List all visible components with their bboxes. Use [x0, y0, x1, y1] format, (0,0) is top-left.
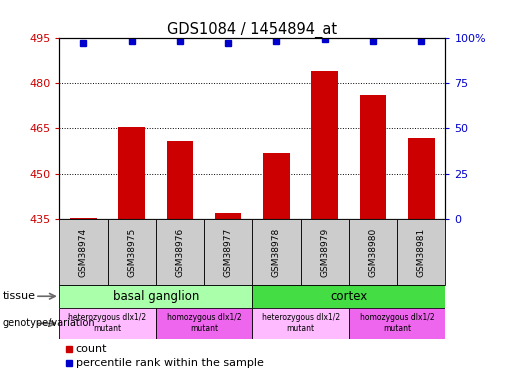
- Text: GSM38980: GSM38980: [369, 228, 377, 277]
- Bar: [397, 219, 445, 285]
- Text: tissue: tissue: [3, 291, 36, 301]
- Bar: [360, 95, 386, 219]
- Bar: [167, 141, 193, 219]
- Bar: [156, 219, 204, 285]
- Title: GDS1084 / 1454894_at: GDS1084 / 1454894_at: [167, 21, 337, 38]
- Bar: [59, 308, 156, 339]
- Text: GSM38978: GSM38978: [272, 228, 281, 277]
- Bar: [408, 138, 435, 219]
- Text: heterozygous dlx1/2
mutant: heterozygous dlx1/2 mutant: [262, 314, 340, 333]
- Bar: [215, 213, 242, 219]
- Text: GSM38974: GSM38974: [79, 228, 88, 277]
- Text: GSM38979: GSM38979: [320, 228, 329, 277]
- Text: GSM38981: GSM38981: [417, 228, 426, 277]
- Text: GSM38976: GSM38976: [176, 228, 184, 277]
- Text: basal ganglion: basal ganglion: [113, 290, 199, 303]
- Bar: [349, 308, 445, 339]
- Text: GSM38975: GSM38975: [127, 228, 136, 277]
- Bar: [118, 127, 145, 219]
- Text: heterozygous dlx1/2
mutant: heterozygous dlx1/2 mutant: [68, 314, 147, 333]
- Bar: [252, 285, 445, 308]
- Bar: [59, 285, 252, 308]
- Bar: [263, 153, 290, 219]
- Bar: [59, 219, 108, 285]
- Bar: [108, 219, 156, 285]
- Bar: [301, 219, 349, 285]
- Text: GSM38977: GSM38977: [224, 228, 233, 277]
- Text: genotype/variation: genotype/variation: [3, 318, 95, 328]
- Text: count: count: [76, 344, 107, 354]
- Text: homozygous dlx1/2
mutant: homozygous dlx1/2 mutant: [167, 314, 242, 333]
- Bar: [252, 219, 301, 285]
- Text: cortex: cortex: [330, 290, 368, 303]
- Bar: [252, 308, 349, 339]
- Text: homozygous dlx1/2
mutant: homozygous dlx1/2 mutant: [360, 314, 435, 333]
- Bar: [349, 219, 397, 285]
- Bar: [204, 219, 252, 285]
- Bar: [156, 308, 252, 339]
- Text: percentile rank within the sample: percentile rank within the sample: [76, 358, 264, 368]
- Bar: [70, 218, 97, 219]
- Bar: [312, 71, 338, 219]
